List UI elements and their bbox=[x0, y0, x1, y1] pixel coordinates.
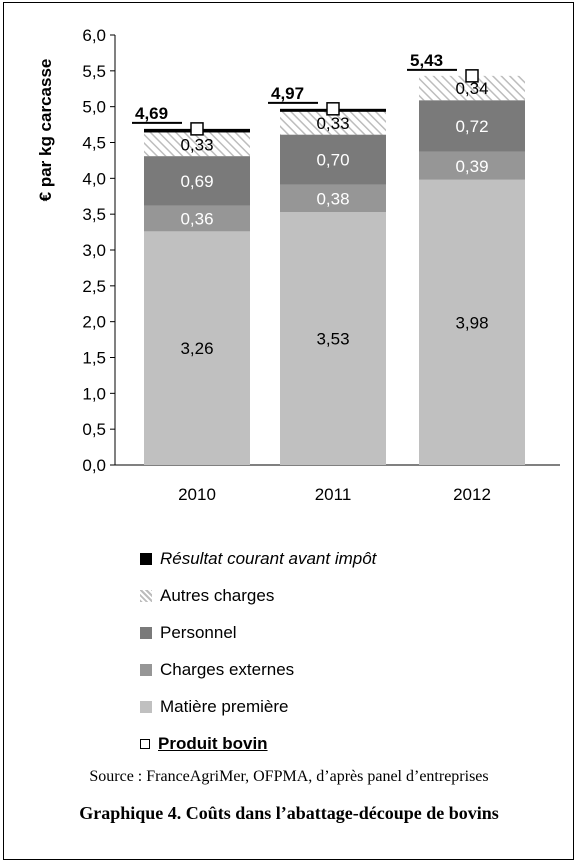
legend-label: Résultat courant avant impôt bbox=[160, 548, 377, 568]
legend-swatch bbox=[140, 663, 152, 676]
data-label: 0,70 bbox=[316, 151, 349, 170]
legend-item: Charges externes bbox=[140, 651, 376, 688]
legend-label: Autres charges bbox=[160, 585, 275, 605]
data-label: 3,26 bbox=[180, 339, 213, 358]
data-label: 0,39 bbox=[455, 157, 488, 176]
produit-marker bbox=[326, 102, 340, 116]
bar-segment bbox=[419, 100, 525, 152]
legend-item: Personnel bbox=[140, 614, 376, 651]
legend-swatch bbox=[140, 589, 152, 602]
bar-segment bbox=[419, 179, 525, 465]
legend-label: Produit bovin bbox=[158, 733, 268, 753]
source-note: Source : FranceAgriMer, OFPMA, d’après p… bbox=[89, 768, 489, 785]
legend-swatch bbox=[140, 552, 152, 565]
bar-segment bbox=[280, 110, 386, 135]
legend-label: Personnel bbox=[160, 622, 237, 642]
bar-segment bbox=[144, 205, 250, 232]
y-tick-label: 0,5 bbox=[82, 420, 106, 439]
x-tick-label: 2012 bbox=[453, 485, 491, 504]
y-tick-label: 2,5 bbox=[82, 277, 106, 296]
figure-frame bbox=[3, 2, 574, 860]
bar-segment bbox=[280, 134, 386, 185]
legend-item: Matière première bbox=[140, 688, 376, 725]
legend-item: Produit bovin bbox=[140, 725, 376, 762]
bar-segment bbox=[144, 132, 250, 157]
y-tick-label: 0,0 bbox=[82, 456, 106, 475]
y-tick-label: 6,0 bbox=[82, 26, 106, 45]
data-label: 3,53 bbox=[316, 330, 349, 349]
y-tick-label: 5,0 bbox=[82, 98, 106, 117]
y-tick-label: 4,5 bbox=[82, 134, 106, 153]
bar-segment bbox=[419, 151, 525, 180]
data-label: 0,36 bbox=[180, 209, 213, 228]
produit-label: 5,43 bbox=[410, 51, 443, 70]
data-label: 0,69 bbox=[180, 172, 213, 191]
bar-segment bbox=[280, 212, 386, 465]
data-label: 0,72 bbox=[455, 117, 488, 136]
bar-segment bbox=[280, 184, 386, 213]
legend-swatch bbox=[140, 626, 152, 639]
data-label: 3,98 bbox=[455, 313, 488, 332]
legend-swatch bbox=[140, 700, 152, 713]
produit-marker bbox=[190, 122, 204, 136]
bar-segment bbox=[144, 231, 250, 465]
data-label: 0,33 bbox=[316, 114, 349, 133]
y-tick-label: 3,5 bbox=[82, 205, 106, 224]
legend-swatch bbox=[140, 738, 150, 749]
produit-label: 4,69 bbox=[135, 104, 168, 123]
figure-caption: Graphique 4. Coûts dans l’abattage-décou… bbox=[79, 803, 499, 823]
bar-segment bbox=[144, 156, 250, 206]
x-tick-label: 2010 bbox=[178, 485, 216, 504]
y-axis-label: € par kg carcasse bbox=[36, 59, 55, 202]
produit-marker bbox=[465, 69, 479, 83]
produit-label: 4,97 bbox=[271, 84, 304, 103]
y-tick-label: 5,5 bbox=[82, 62, 106, 81]
data-label: 0,38 bbox=[316, 189, 349, 208]
data-label: 0,33 bbox=[180, 135, 213, 154]
chart-legend: Résultat courant avant impôt Autres charg… bbox=[140, 540, 376, 762]
data-label: 0,34 bbox=[455, 79, 488, 98]
legend-item: Autres charges bbox=[140, 577, 376, 614]
y-tick-label: 3,0 bbox=[82, 241, 106, 260]
x-tick-label: 2011 bbox=[315, 485, 352, 504]
y-tick-label: 1,5 bbox=[82, 349, 106, 368]
legend-item: Résultat courant avant impôt bbox=[140, 540, 376, 577]
y-tick-label: 4,0 bbox=[82, 169, 106, 188]
stacked-bar-chart: € par kg carcasse 0,0 0,5 1,0 1,5 2,0 2,5 3,0 3… bbox=[36, 26, 560, 504]
legend-label: Charges externes bbox=[160, 659, 295, 679]
y-tick-label: 2,0 bbox=[82, 313, 106, 332]
y-tick-label: 1,0 bbox=[82, 384, 106, 403]
legend-label: Matière première bbox=[160, 696, 289, 716]
